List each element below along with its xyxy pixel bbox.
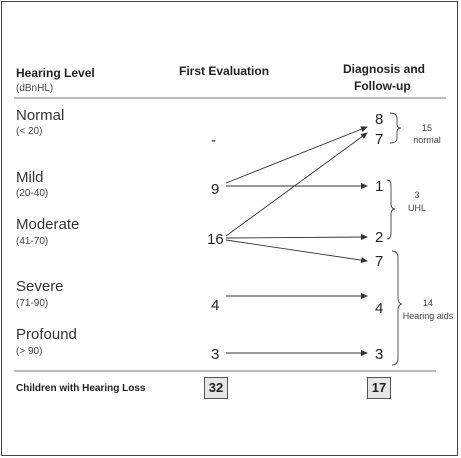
total-diagnosis-box: 17 [367, 377, 391, 399]
range-severe: (71-90) [16, 298, 49, 309]
diagnosis-moderate-b: 7 [375, 253, 384, 270]
first-eval-moderate: 16 [207, 231, 224, 248]
diagnosis-mild: 1 [375, 178, 384, 195]
range-profound: (> 90) [16, 346, 43, 357]
header-hearing-level: Hearing Level [16, 66, 95, 80]
first-eval-mild: 9 [211, 181, 220, 198]
range-normal: (< 20) [16, 126, 43, 137]
level-normal: Normal [16, 107, 65, 124]
group-aids-count: 14 [422, 298, 433, 308]
diagnosis-profound: 3 [375, 346, 384, 363]
arrow-moderate-to-moderate [225, 234, 368, 241]
group-normal-label: normal [413, 135, 441, 145]
header-diagnosis-line1: Diagnosis and [343, 62, 426, 76]
level-moderate: Moderate [16, 216, 80, 233]
arrow-moderate-to-normal [225, 132, 368, 237]
group-uhl-count: 3 [414, 190, 420, 200]
level-severe: Severe [16, 278, 64, 295]
arrow-moderate-to-hearing-aids [225, 239, 368, 264]
diagnosis-normal-b: 7 [375, 131, 384, 148]
arrow-mild-to-normal [225, 126, 368, 184]
header-hearing-level-unit: (dBnHL) [16, 83, 54, 94]
diagnosis-moderate-a: 2 [375, 229, 384, 246]
brace-hearing-aids [391, 250, 403, 366]
first-eval-profound: 3 [211, 346, 220, 363]
range-moderate: (41-70) [16, 236, 49, 247]
group-uhl-label: UHL [407, 203, 426, 213]
total-first-box: 32 [204, 377, 228, 399]
range-mild: (20-40) [16, 188, 49, 199]
header-first-evaluation: First Evaluation [179, 64, 270, 78]
totals-label: Children with Hearing Loss [16, 383, 146, 394]
first-eval-normal: - [211, 132, 216, 149]
header-diagnosis-line2: Follow-up [354, 79, 411, 93]
level-mild: Mild [16, 169, 44, 186]
diagnosis-normal-a: 8 [375, 111, 384, 128]
brace-uhl [386, 179, 396, 240]
first-eval-severe: 4 [211, 297, 220, 314]
diagnosis-severe: 4 [375, 300, 384, 317]
level-profound: Profound [16, 326, 77, 343]
brace-normal [389, 112, 402, 144]
group-aids-label: Hearing aids [402, 311, 454, 321]
group-normal-count: 15 [421, 123, 432, 133]
